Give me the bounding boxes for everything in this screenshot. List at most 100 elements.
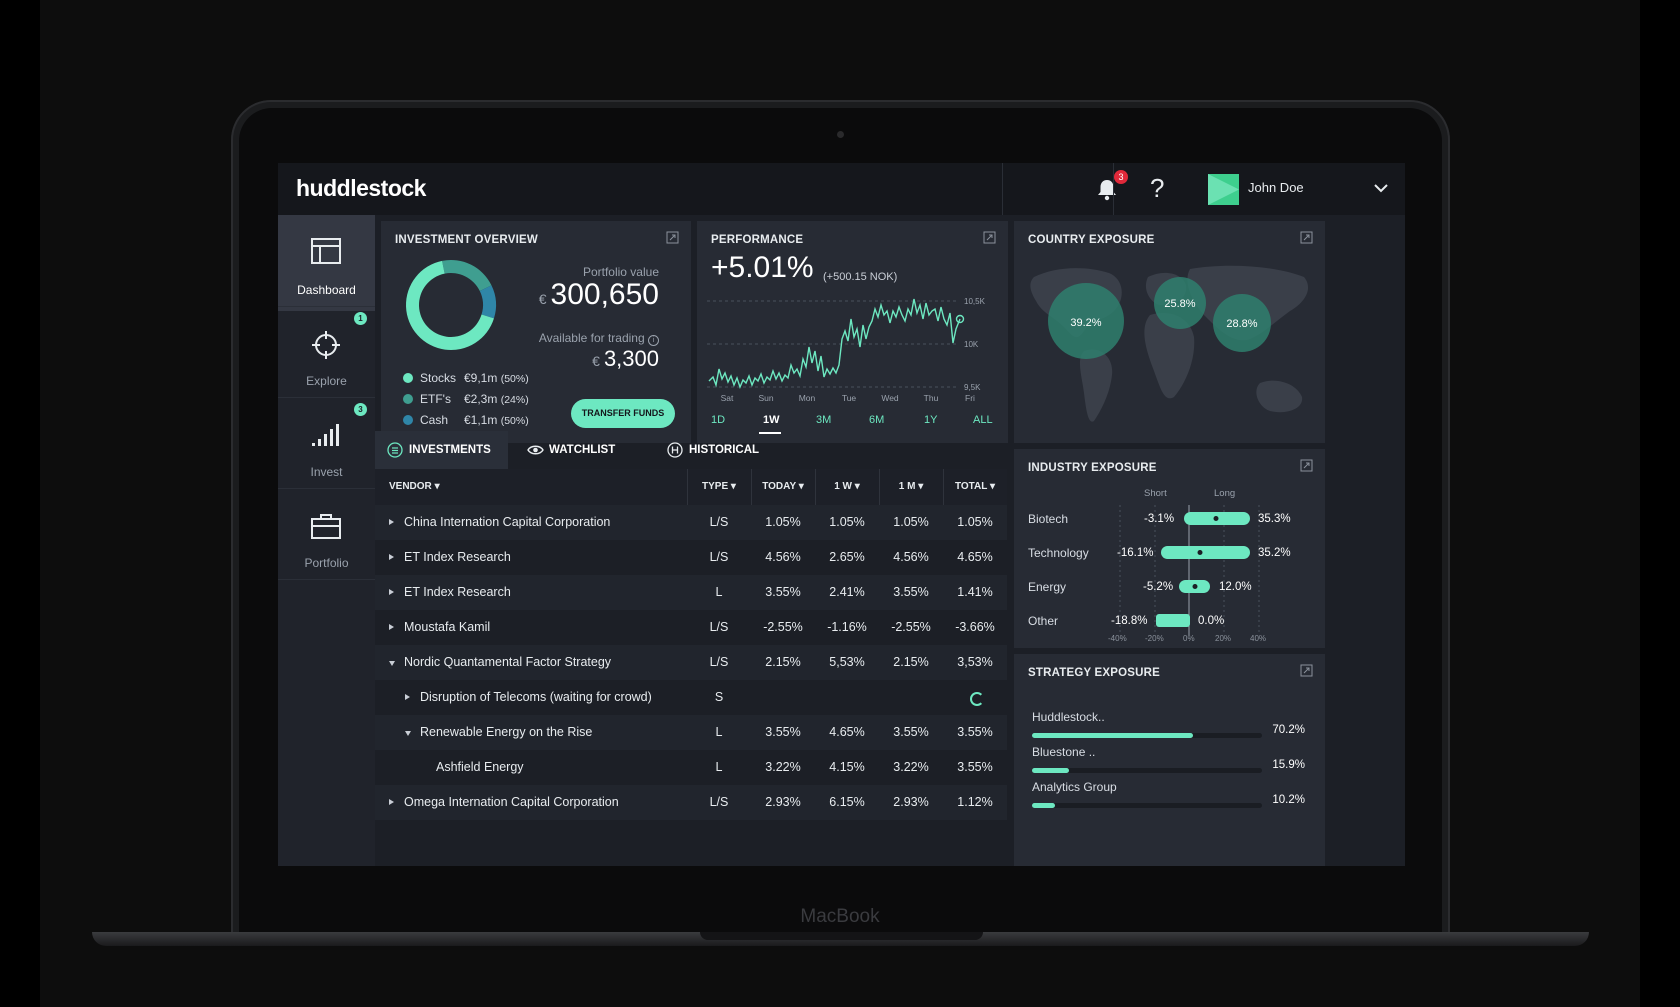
donut-segment[interactable] [479, 285, 496, 319]
strategy-bar-fill [1032, 733, 1194, 738]
collapse-caret-icon[interactable] [405, 731, 411, 736]
expand-caret-icon[interactable] [389, 519, 394, 525]
column-header-vendor[interactable]: VENDOR ▾ [389, 481, 440, 492]
table-row[interactable]: Nordic Quantamental Factor Strategy L/S 2.… [375, 645, 1007, 680]
sidebar-item-dashboard[interactable]: Dashboard [278, 215, 375, 311]
cell-today [751, 680, 815, 715]
tab-historical[interactable]: HISTORICAL [655, 431, 788, 469]
cell-today: 3.22% [765, 760, 801, 774]
active-period-underline [759, 432, 781, 434]
cell-m1: 3.55% [893, 725, 929, 739]
strategy-bar-fill [1032, 803, 1056, 808]
period-all[interactable]: ALL [973, 414, 993, 426]
x-tick-label: Sun [758, 393, 774, 403]
expand-caret-icon[interactable] [389, 589, 394, 595]
expand-icon[interactable] [1300, 231, 1313, 244]
cell-type: L/S [709, 655, 729, 669]
strategy-value: 70.2% [1272, 724, 1305, 736]
investment-overview-card: INVESTMENT OVERVIEW Portfolio value €300… [381, 221, 691, 443]
sidebar-divider [278, 488, 375, 489]
industry-bar[interactable] [1156, 614, 1190, 627]
top-bar: huddlestock 3 ? John Doe [278, 163, 1405, 215]
table-row[interactable]: Moustafa Kamil L/S -2.55% -1.16% -2.55% -3.66… [375, 610, 1007, 645]
user-avatar[interactable] [1208, 174, 1239, 205]
cell-m1: -2.55% [891, 620, 931, 634]
table-row[interactable]: Ashfield Energy L 3.22% 4.15% 3.22% 3.55% [375, 750, 1007, 785]
legend-item-stocks: Stocks €9,1m (50%) [403, 371, 529, 385]
long-label: Long [1214, 488, 1236, 499]
exposure-bubble[interactable] [1048, 283, 1124, 359]
column-divider [879, 469, 880, 505]
donut-segment[interactable] [442, 260, 492, 292]
sidebar-item-explore[interactable]: Explore 1 [278, 306, 375, 402]
table-row[interactable]: Omega Internation Capital Corporation L/S… [375, 785, 1007, 820]
expand-icon[interactable] [666, 231, 679, 244]
cell-w1 [815, 680, 879, 715]
cell-total: 1.12% [957, 795, 993, 809]
period-3m[interactable]: 3M [816, 414, 832, 426]
expand-icon[interactable] [1300, 459, 1313, 472]
bubble-label: 28.8% [1226, 318, 1257, 330]
donut-segment[interactable] [406, 260, 494, 350]
card-title: INDUSTRY EXPOSURE [1028, 462, 1157, 474]
strategy-name: Bluestone .. [1032, 745, 1096, 759]
strategy-bar-track [1032, 803, 1262, 808]
period-1d[interactable]: 1D [711, 414, 726, 426]
exposure-bubble[interactable] [1213, 294, 1271, 352]
app-screen: huddlestock 3 ? John Doe Dashboard [278, 163, 1405, 866]
period-1y[interactable]: 1Y [924, 414, 938, 426]
table-row[interactable]: Disruption of Telecoms (waiting for crow… [375, 680, 1007, 715]
portfolio-value-label: Portfolio value [582, 265, 659, 279]
cell-type: L [715, 585, 723, 599]
sidebar-item-invest[interactable]: Invest 3 [278, 397, 375, 493]
legend-item-cash: Cash €1,1m (50%) [403, 413, 529, 427]
table-header: VENDOR ▾ TYPE ▾ TODAY ▾ 1 W ▾ 1 M ▾ TOTA… [375, 469, 1007, 505]
expand-icon[interactable] [983, 231, 996, 244]
info-icon[interactable]: i [648, 335, 659, 346]
period-1w[interactable]: 1W [763, 414, 780, 426]
axis-tick-label: 40% [1250, 634, 1267, 643]
eye-icon [527, 445, 544, 455]
cell-m1: 2.15% [893, 655, 929, 669]
column-header-today[interactable]: TODAY ▾ [762, 481, 804, 492]
sidebar-badge: 1 [354, 312, 367, 325]
axis-tick-label: 20% [1215, 634, 1232, 643]
cell-today: -2.55% [763, 620, 803, 634]
notification-badge: 3 [1114, 170, 1128, 184]
cell-type: S [714, 690, 724, 704]
column-header-total[interactable]: TOTAL ▾ [954, 481, 996, 492]
column-header-1w[interactable]: 1 W ▾ [834, 481, 860, 492]
country-exposure-card: COUNTRY EXPOSURE 39.2% 25.8% 28.8% [1014, 221, 1325, 443]
cell-m1: 3.55% [893, 585, 929, 599]
industry-long-value: 35.3% [1258, 513, 1291, 525]
help-button[interactable]: ? [1150, 173, 1165, 203]
table-row[interactable]: Renewable Energy on the Rise L 3.55% 4.65% 3… [375, 715, 1007, 750]
expand-caret-icon[interactable] [389, 799, 394, 805]
period-6m[interactable]: 6M [869, 414, 885, 426]
bell-icon[interactable] [1094, 177, 1120, 203]
exposure-bubble[interactable] [1154, 277, 1206, 329]
table-row[interactable]: ET Index Research L 3.55% 2.41% 3.55% 1.41% [375, 575, 1007, 610]
tab-investments[interactable]: INVESTMENTS [375, 431, 508, 469]
expand-caret-icon[interactable] [389, 624, 394, 630]
table-row[interactable]: ET Index Research L/S 4.56% 2.65% 4.56% 4.65% [375, 540, 1007, 575]
x-tick-label: Thu [923, 393, 939, 403]
column-header-type[interactable]: TYPE ▾ [702, 481, 736, 492]
industry-bar[interactable] [1161, 546, 1250, 559]
collapse-caret-icon[interactable] [389, 661, 395, 666]
bubble-label: 25.8% [1164, 298, 1195, 310]
cell-total: 1.05% [957, 515, 993, 529]
sidebar-item-portfolio[interactable]: Portfolio [278, 488, 375, 584]
column-header-1m[interactable]: 1 M ▾ [898, 481, 924, 492]
expand-icon[interactable] [1300, 664, 1313, 677]
tab-watchlist[interactable]: WATCHLIST [515, 431, 648, 469]
x-tick-label: Fri [965, 393, 975, 403]
chevron-down-icon[interactable] [1372, 179, 1390, 197]
app-logo[interactable]: huddlestock [296, 175, 426, 201]
table-row[interactable]: China Internation Capital Corporation L/S… [375, 505, 1007, 540]
transfer-funds-button[interactable]: TRANSFER FUNDS [571, 399, 675, 428]
user-name[interactable]: John Doe [1248, 180, 1304, 195]
expand-caret-icon[interactable] [405, 694, 410, 700]
vendor-name: Nordic Quantamental Factor Strategy [404, 655, 612, 669]
expand-caret-icon[interactable] [389, 554, 394, 560]
